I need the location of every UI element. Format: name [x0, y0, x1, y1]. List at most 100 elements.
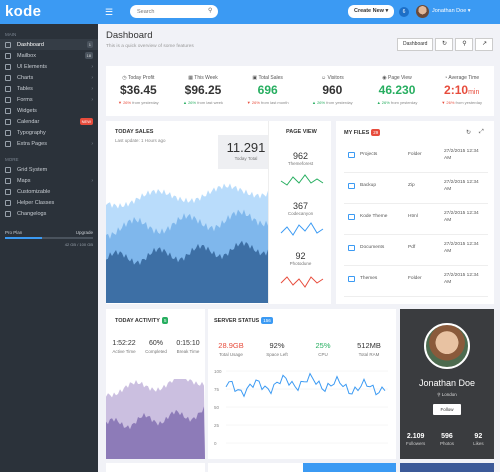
next-card-strip: [106, 463, 205, 472]
today-sales-title: TODAY SALES: [115, 129, 154, 135]
today-profit-icon: ◷: [122, 75, 127, 81]
sidebar-item-changelogs[interactable]: Changelogs: [0, 208, 98, 219]
refresh-icon[interactable]: ↻: [435, 38, 454, 51]
file-row[interactable]: Themes Folder 27/2/2015 12:34 AM: [344, 267, 488, 297]
stat-label: ◉ Page View: [365, 75, 430, 81]
avatar[interactable]: [416, 5, 429, 18]
customizable-icon: [5, 188, 11, 195]
stat-label: ◷ Today Profit: [106, 75, 171, 81]
server-stat-value: 28.9GB: [218, 341, 244, 350]
change-suffix: from last month: [259, 100, 289, 105]
sidebar: MAIN Dashboard 1 Mailbox 18 UI Elements › Char…: [0, 24, 98, 472]
file-row[interactable]: Documents Pdf 27/2/2015 12:34 AM: [344, 236, 488, 266]
profile-stats: 2.109 Followers 596 Photos 92 Likes: [400, 433, 494, 446]
sidebar-item-label: Maps: [17, 177, 31, 184]
sidebar-item-calendar[interactable]: Calendar NEW: [0, 116, 98, 127]
stat-label: ◔ Average Time: [429, 75, 494, 81]
stat-value: 696: [235, 83, 300, 97]
expand-icon[interactable]: ⤢: [479, 129, 484, 135]
user-menu[interactable]: Jonathan Doe ▾: [432, 8, 471, 14]
create-new-button[interactable]: Create New ▾: [348, 5, 395, 18]
file-name: Kode Theme: [360, 214, 388, 219]
sidebar-item-label: Forms: [17, 96, 33, 103]
sidebar-item-helper-classes[interactable]: Helper Classes: [0, 197, 98, 208]
sidebar-item-tables[interactable]: Tables ›: [0, 83, 98, 94]
file-date: 27/2/2015 12:34 AM: [444, 149, 479, 161]
sidebar-item-customizable[interactable]: Customizable: [0, 186, 98, 197]
menu-icon[interactable]: ☰: [105, 7, 114, 17]
change-suffix: from yesterday: [389, 100, 418, 105]
stat-change: ▲ 26% from last week: [171, 100, 236, 105]
file-row[interactable]: Projects Folder 27/2/2015 12:34 AM: [344, 143, 488, 173]
profile-location: ⚲ London: [437, 392, 457, 397]
sidebar-item-mailbox[interactable]: Mailbox 18: [0, 50, 98, 61]
today-activity-card: TODAY ACTIVITY 5 1:52:22 Active Time 60% …: [106, 309, 205, 459]
sidebar-item-label: Customizable: [17, 188, 51, 195]
stat-change: ▼ 26% from yesterday: [429, 100, 494, 105]
activity-item: 1:52:22 Active Time: [112, 340, 136, 354]
chevron-right-icon: ›: [91, 74, 93, 81]
stat-value-text: 960: [322, 83, 343, 97]
files-count-badge: 29: [371, 129, 381, 136]
search-input[interactable]: [130, 5, 218, 18]
sparkline-photodune: [280, 276, 324, 288]
change-value: ▼ 26%: [441, 100, 455, 105]
sidebar-section-more: MORE: [5, 157, 19, 162]
upgrade-link[interactable]: Upgrade: [75, 230, 93, 235]
chart-icon[interactable]: ↗: [475, 38, 494, 51]
file-row[interactable]: Backup Zip 27/2/2015 12:34 AM: [344, 174, 488, 204]
nav-badge: 18: [84, 52, 93, 59]
sidebar-item-grid-system[interactable]: Grid System: [0, 164, 98, 175]
next-card-strip: [303, 463, 396, 472]
refresh-icon[interactable]: ↻: [466, 130, 472, 136]
helper-classes-icon: [5, 199, 11, 206]
sparkline-codecanyon: [280, 222, 324, 236]
server-stat-label: Space Left: [266, 352, 288, 357]
sidebar-item-label: Widgets: [17, 107, 37, 114]
sidebar-item-ui-elements[interactable]: UI Elements ›: [0, 61, 98, 72]
stat-change: ▼ 26% from yesterday: [106, 100, 171, 105]
ui-elements-icon: [5, 63, 11, 70]
server-stat-label: CPU: [318, 352, 328, 357]
sidebar-section-main: MAIN: [5, 32, 17, 37]
stat-value: $96.25: [171, 83, 236, 97]
file-row[interactable]: Kode Theme Html 27/2/2015 12:34 AM: [344, 205, 488, 235]
y-tick-label: 100: [214, 369, 222, 374]
sidebar-more-nav: Grid System Maps › Customizable Helper Class…: [0, 164, 98, 219]
sidebar-item-label: Typography: [17, 129, 46, 136]
sidebar-item-forms[interactable]: Forms ›: [0, 94, 98, 105]
stat-visitors: ☺ Visitors 960 ▲ 26% from yesterday: [300, 66, 365, 116]
notification-badge[interactable]: 6: [399, 7, 409, 17]
stat-total-sales: ▣ Total Sales 696 ▼ 26% from last month: [235, 66, 300, 116]
follow-button[interactable]: Follow: [433, 404, 461, 415]
folder-icon: [348, 152, 355, 158]
server-line-chart: 100 75 50 25 0: [214, 369, 388, 446]
page-view-title: PAGE VIEW: [286, 129, 317, 135]
sidebar-item-widgets[interactable]: Widgets: [0, 105, 98, 116]
app-logo[interactable]: kode: [0, 0, 98, 24]
plan-usage-fill: [5, 237, 42, 239]
dashboard-button[interactable]: Dashboard: [397, 38, 434, 51]
sidebar-item-maps[interactable]: Maps ›: [0, 175, 98, 186]
file-name: Backup: [360, 183, 376, 188]
change-value: ▼ 26%: [118, 100, 132, 105]
page-subtitle: This is a quick overview of some feature…: [106, 44, 194, 49]
change-suffix: from yesterday: [131, 100, 159, 105]
file-date: 27/2/2015 12:34 AM: [444, 180, 479, 192]
stat-label: ☺ Visitors: [300, 75, 365, 81]
sidebar-item-dashboard[interactable]: Dashboard 1: [0, 39, 98, 50]
stat-label-text: Page View: [387, 75, 412, 81]
activity-header: TODAY ACTIVITY 5: [115, 317, 169, 324]
charts-icon: [5, 74, 11, 81]
search-icon[interactable]: ⚲: [208, 8, 213, 14]
plan-name: Pro Plan: [5, 230, 23, 235]
location-icon: ⚲: [437, 392, 442, 397]
search-icon[interactable]: ⚲: [455, 38, 474, 51]
mailbox-icon: [5, 52, 11, 59]
sidebar-item-extra-pages[interactable]: Extra Pages ›: [0, 138, 98, 149]
grid-system-icon: [5, 166, 11, 173]
file-name: Themes: [360, 276, 378, 281]
sidebar-item-charts[interactable]: Charts ›: [0, 72, 98, 83]
sidebar-item-typography[interactable]: Typography: [0, 127, 98, 138]
sales-area-chart: [106, 183, 268, 303]
